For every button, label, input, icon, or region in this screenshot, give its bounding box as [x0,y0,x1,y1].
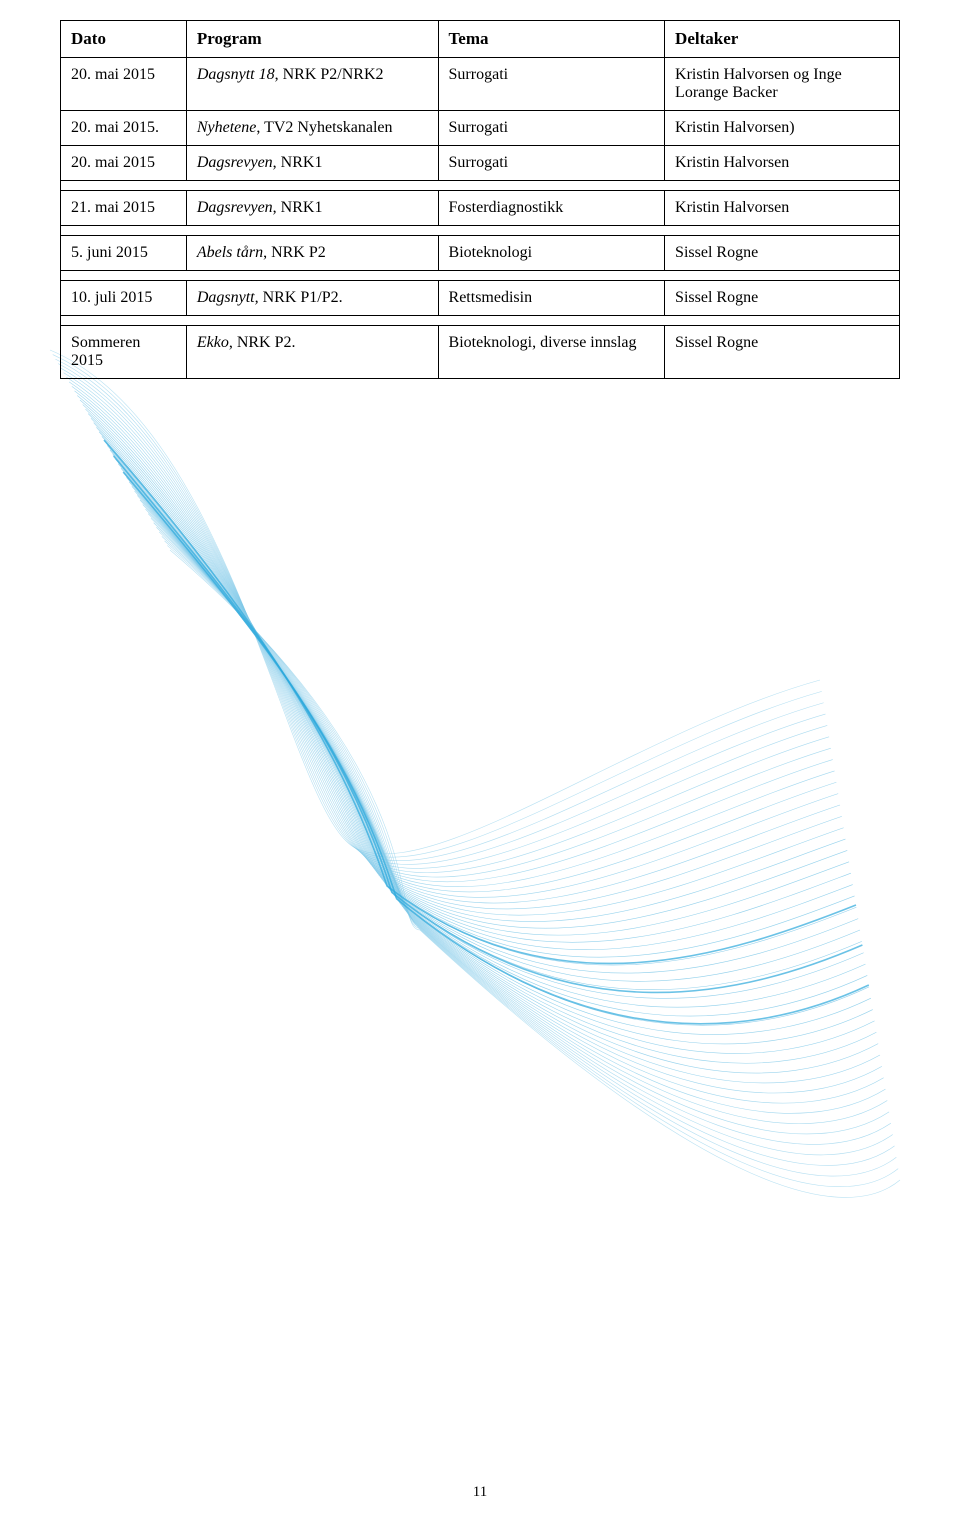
cell-program: Nyhetene, TV2 Nyhetskanalen [186,111,438,146]
cell-deltaker: Kristin Halvorsen og Inge Lorange Backer [665,58,900,111]
header-dato: Dato [61,21,187,58]
cell-tema: Bioteknologi, diverse innslag [438,326,665,379]
spacer-row [61,316,900,326]
cell-dato: 20. mai 2015 [61,146,187,181]
cell-dato: 10. juli 2015 [61,281,187,316]
header-deltaker: Deltaker [665,21,900,58]
cell-deltaker: Kristin Halvorsen [665,191,900,226]
cell-tema: Surrogati [438,146,665,181]
table-header-row: Dato Program Tema Deltaker [61,21,900,58]
table-row: Sommeren 2015Ekko, NRK P2.Bioteknologi, … [61,326,900,379]
table-row: 20. mai 2015Dagsrevyen, NRK1SurrogatiKri… [61,146,900,181]
table-row: 20. mai 2015Dagsnytt 18, NRK P2/NRK2Surr… [61,58,900,111]
cell-program: Abels tårn, NRK P2 [186,236,438,271]
cell-deltaker: Sissel Rogne [665,326,900,379]
cell-dato: 20. mai 2015. [61,111,187,146]
cell-tema: Fosterdiagnostikk [438,191,665,226]
header-tema: Tema [438,21,665,58]
cell-program: Dagsnytt, NRK P1/P2. [186,281,438,316]
header-program: Program [186,21,438,58]
table-row: 10. juli 2015Dagsnytt, NRK P1/P2.Rettsme… [61,281,900,316]
decorative-wave-graphic [40,330,920,1380]
cell-deltaker: Sissel Rogne [665,281,900,316]
cell-program: Dagsrevyen, NRK1 [186,191,438,226]
cell-program: Ekko, NRK P2. [186,326,438,379]
table-row: 20. mai 2015.Nyhetene, TV2 Nyhetskanalen… [61,111,900,146]
spacer-row [61,271,900,281]
cell-deltaker: Kristin Halvorsen [665,146,900,181]
cell-tema: Surrogati [438,58,665,111]
cell-tema: Surrogati [438,111,665,146]
cell-tema: Bioteknologi [438,236,665,271]
spacer-row [61,181,900,191]
page-number: 11 [473,1484,487,1501]
cell-deltaker: Sissel Rogne [665,236,900,271]
table-row: 5. juni 2015Abels tårn, NRK P2Bioteknolo… [61,236,900,271]
cell-tema: Rettsmedisin [438,281,665,316]
cell-program: Dagsnytt 18, NRK P2/NRK2 [186,58,438,111]
cell-deltaker: Kristin Halvorsen) [665,111,900,146]
data-table: Dato Program Tema Deltaker 20. mai 2015D… [60,20,900,379]
table-row: 21. mai 2015Dagsrevyen, NRK1Fosterdiagno… [61,191,900,226]
cell-dato: 5. juni 2015 [61,236,187,271]
cell-dato: 21. mai 2015 [61,191,187,226]
spacer-row [61,226,900,236]
cell-dato: 20. mai 2015 [61,58,187,111]
cell-dato: Sommeren 2015 [61,326,187,379]
cell-program: Dagsrevyen, NRK1 [186,146,438,181]
